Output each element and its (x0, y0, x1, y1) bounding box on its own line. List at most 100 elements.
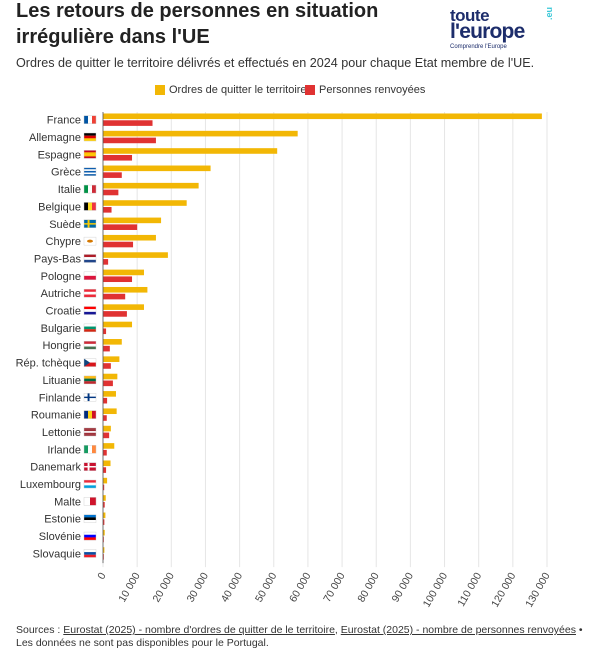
category-label: Slovaquie (33, 548, 81, 560)
x-tick-label: 30 000 (185, 570, 212, 604)
x-tick-label: 60 000 (287, 570, 314, 604)
bar-ordres (103, 113, 542, 120)
flag-stripe (84, 497, 91, 506)
category-label: Belgique (38, 201, 81, 213)
bar-ordres (103, 495, 106, 501)
flag-stripe (92, 202, 97, 211)
flag-border (83, 427, 97, 437)
flag-stripe (84, 410, 89, 419)
legend-label-renvoyees[interactable]: Personnes renvoyées (319, 84, 426, 96)
flag-emblem (87, 239, 93, 243)
x-tick-label: 0 (95, 570, 108, 581)
bar-renvoyees (103, 501, 105, 508)
flag-border (83, 514, 97, 523)
flag-stripe (84, 429, 96, 432)
flag-stripe (84, 259, 96, 263)
bar-renvoyees (103, 207, 112, 213)
flag-stripe (84, 294, 96, 298)
bar-ordres (103, 252, 168, 258)
bar-renvoyees (103, 363, 111, 369)
flag-border (83, 271, 97, 281)
flag-stripe (92, 115, 97, 124)
category-label: Danemark (30, 462, 81, 474)
bar-ordres (103, 339, 122, 345)
flag-border (83, 236, 97, 246)
flag-border (83, 167, 97, 176)
flag-stripe (88, 202, 93, 211)
flag-stripe (90, 497, 97, 506)
bar-ordres (103, 356, 120, 362)
flag-stripe (84, 480, 96, 483)
flag-stripe (84, 341, 96, 344)
bar-renvoyees (103, 415, 107, 421)
flag-stripe (84, 445, 89, 454)
logo-line1: toute (450, 6, 490, 25)
bar-renvoyees (103, 189, 119, 196)
flag-stripe (84, 482, 96, 486)
category-label: Pays-Bas (34, 253, 82, 265)
category-label: Irlande (47, 444, 81, 456)
source-link-renvoyees[interactable]: Eurostat (2025) - nombre de personnes re… (340, 624, 576, 636)
category-label: Lettonie (42, 427, 81, 439)
bar-renvoyees (103, 137, 156, 144)
flag-stripe (84, 554, 96, 558)
sources-suffix: • Les données ne sont pas disponibles po… (16, 624, 583, 649)
sources-prefix: Sources : (16, 624, 64, 636)
flag-stripe (84, 169, 96, 171)
bar-ordres (103, 391, 116, 397)
flag-border (83, 202, 97, 211)
bar-ordres (103, 182, 199, 189)
bar-ordres (103, 443, 115, 449)
flag-triangle (84, 358, 90, 367)
bar-renvoyees (103, 224, 138, 230)
flag-stripe (84, 520, 96, 523)
chart-subtitle: Ordres de quitter le territoire délivrés… (16, 56, 535, 70)
category-label: Suède (49, 219, 81, 231)
source-link-ordres[interactable]: Eurostat (2025) - nombre d'ordres de qui… (63, 624, 335, 636)
x-tick-label: 100 000 (421, 570, 450, 609)
flag-stripe (84, 431, 96, 433)
category-label: Luxembourg (20, 479, 81, 491)
flag-stripe (84, 343, 96, 347)
chart-title: Les retours de personnes en situation ir… (16, 0, 379, 48)
flag-border (83, 410, 97, 419)
flag-stripe (88, 445, 93, 454)
bar-renvoyees (103, 154, 133, 161)
category-label: Malte (54, 496, 81, 508)
category-label: Autriche (41, 288, 81, 300)
flag-border (83, 115, 97, 124)
bar-ordres (103, 286, 148, 293)
category-label: Lituanie (42, 375, 81, 387)
flag-border (83, 375, 97, 385)
legend-label-ordres[interactable]: Ordres de quitter le territoire (169, 84, 307, 96)
category-label: Estonie (44, 514, 81, 526)
bar-renvoyees (103, 241, 134, 248)
flag-stripe (84, 309, 96, 312)
bar-renvoyees (103, 432, 110, 439)
bar-ordres (103, 529, 105, 536)
x-tick-label: 110 000 (455, 570, 484, 608)
x-tick-label: 20 000 (150, 570, 177, 604)
flag-stripe (84, 549, 96, 553)
category-label: Slovénie (39, 531, 81, 543)
bar-ordres (103, 200, 187, 206)
bar-chart: 0 10 000 20 000 30 000 40 000 50 000 60 000 70 … (16, 112, 553, 609)
toute-leurope-logo[interactable]: toute l'europe .eu Comprendre l'Europe (448, 6, 560, 50)
flag-stripe (84, 329, 96, 332)
flag-border (83, 323, 97, 333)
flag-cross-h (84, 396, 96, 399)
flag-stripe (84, 432, 96, 435)
flag-stripe (84, 174, 96, 176)
bar-renvoyees (103, 380, 113, 387)
category-label: Grèce (51, 167, 81, 179)
category-label: Allemagne (29, 132, 81, 144)
category-label: Chypre (46, 236, 81, 248)
legend-swatch-renvoyees (305, 85, 315, 95)
flag-stripe (84, 514, 96, 518)
sources-separator: , (334, 624, 341, 636)
flag-stripe (84, 381, 96, 384)
x-tick-label: 50 000 (253, 570, 280, 604)
flag-border (83, 393, 97, 402)
flag-stripe (84, 152, 96, 155)
flag-stripe (84, 311, 96, 315)
